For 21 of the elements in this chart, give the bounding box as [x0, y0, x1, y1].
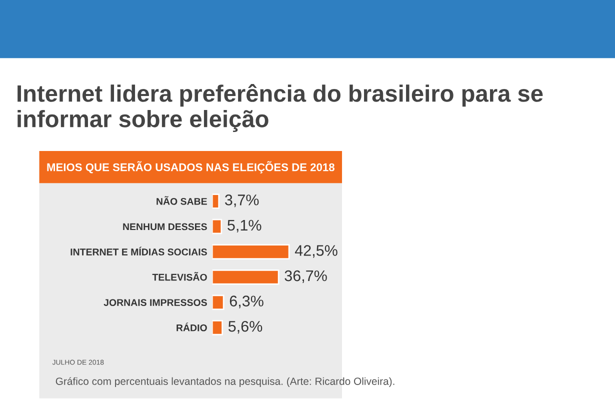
chart-title: Internet lidera preferência do brasileiro para se informar sobre eleição: [18, 84, 543, 132]
data-label: 6,3%: [230, 296, 264, 308]
y-tick-label: RÁDIO: [176, 322, 207, 332]
chart-subtitle: MEIOS QUE SERÃO USADOS NAS ELEIÇÕES DE 2018: [47, 161, 334, 174]
data-label: 5,6%: [228, 320, 262, 334]
y-tick-label: NÃO SABE: [156, 196, 207, 205]
y-tick-label: TELEVISÃO: [152, 272, 207, 281]
text: Gráfico com percentuais levantados na pesquisa. (Arte: Ricardo Oliveira).: [56, 377, 394, 388]
bar: [212, 244, 290, 260]
bar: [212, 194, 220, 209]
y-tick-label: JORNAIS IMPRESSOS: [104, 299, 207, 306]
bar: [212, 320, 223, 336]
data-label: 3,7%: [225, 194, 259, 208]
bar: [212, 269, 280, 285]
data-label: 5,1%: [228, 220, 262, 232]
data-label: 36,7%: [284, 270, 327, 283]
data-label: 42,5%: [294, 245, 338, 258]
bar: [212, 294, 224, 310]
bar: [212, 218, 222, 234]
y-tick-label: INTERNET E MÍDIAS SOCIAIS: [70, 246, 207, 256]
y-tick-label: NENHUM DESSES: [123, 223, 207, 230]
